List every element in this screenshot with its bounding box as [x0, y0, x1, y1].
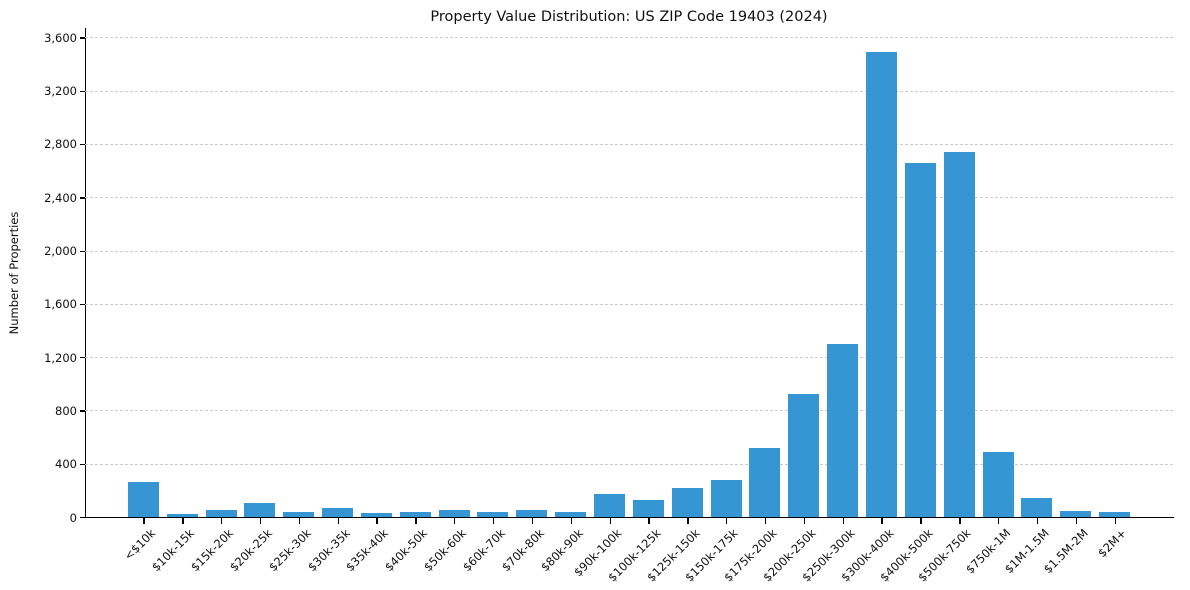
bar: [438, 509, 470, 517]
y-gridline: [85, 463, 1173, 465]
x-tick-mark: [492, 518, 495, 524]
x-tick-mark: [842, 518, 844, 524]
x-tick-mark: [803, 518, 806, 524]
bar: [1099, 511, 1131, 517]
x-tick-mark: [998, 518, 1000, 524]
y-tick-mark: [80, 197, 85, 199]
y-tick-label: 2,400: [44, 190, 77, 205]
x-tick-mark: [298, 518, 301, 524]
x-tick-mark: [221, 518, 223, 524]
bar: [283, 512, 315, 517]
bar: [865, 51, 897, 517]
y-gridline: [85, 250, 1173, 252]
bar: [749, 448, 781, 517]
bar: [360, 513, 392, 517]
y-tick-label: 1,600: [44, 297, 77, 312]
y-tick-mark: [80, 37, 85, 39]
y-gridline: [85, 143, 1173, 145]
bar: [943, 151, 975, 517]
y-gridline: [85, 197, 1173, 199]
y-tick-label: 400: [55, 457, 77, 472]
x-tick-mark: [687, 518, 689, 524]
bar: [594, 494, 625, 517]
y-tick-mark: [80, 303, 85, 306]
x-tick-mark: [764, 518, 767, 524]
x-tick-mark: [920, 518, 922, 524]
bar: [399, 511, 431, 517]
x-tick-mark: [609, 518, 611, 524]
y-tick-mark: [80, 463, 85, 466]
y-tick-mark: [80, 410, 85, 412]
y-tick-label: 2,800: [44, 137, 77, 152]
y-gridline: [85, 410, 1173, 412]
bar: [632, 499, 664, 517]
x-tick-label: <$10k: [121, 526, 159, 563]
y-tick-label: 3,200: [44, 84, 77, 99]
y-gridline: [85, 303, 1173, 305]
bar: [827, 343, 859, 517]
x-tick-mark: [726, 518, 728, 524]
bar: [904, 162, 936, 517]
x-tick-mark: [1075, 518, 1078, 524]
x-tick-mark: [415, 518, 417, 524]
bar: [166, 514, 198, 517]
y-axis-line: [85, 28, 86, 518]
y-tick-mark: [80, 357, 85, 359]
y-tick-mark: [80, 143, 85, 146]
x-tick-mark: [881, 518, 883, 524]
x-tick-mark: [1114, 518, 1116, 524]
bar: [710, 480, 742, 517]
bar: [205, 509, 237, 517]
x-tick-mark: [959, 518, 961, 524]
y-tick-label: 1,200: [44, 350, 77, 365]
x-tick-mark: [570, 518, 573, 524]
chart-title: Property Value Distribution: US ZIP Code…: [430, 9, 828, 25]
x-tick-mark: [454, 518, 456, 524]
bar: [1060, 511, 1092, 517]
y-tick-label: 800: [55, 403, 77, 418]
bar: [555, 511, 587, 517]
y-gridline: [85, 357, 1173, 359]
bar: [322, 508, 354, 517]
bar: [788, 394, 820, 517]
y-gridline: [85, 90, 1173, 92]
bar: [1021, 498, 1053, 517]
y-tick-label: 0: [69, 510, 77, 525]
x-tick-mark: [143, 518, 145, 524]
bar: [516, 510, 548, 517]
bar: [127, 481, 159, 517]
bar: [477, 511, 509, 517]
y-tick-mark: [80, 250, 85, 252]
x-tick-mark: [182, 518, 184, 524]
y-tick-label: 2,000: [44, 244, 77, 258]
x-tick-mark: [1036, 518, 1039, 524]
x-tick-label: $2M+: [1095, 526, 1130, 561]
y-tick-label: 3,600: [44, 30, 77, 45]
x-tick-mark: [648, 518, 650, 524]
bar: [982, 451, 1014, 517]
x-tick-mark: [259, 518, 262, 524]
bar: [244, 503, 276, 517]
x-axis-line: [85, 517, 1174, 519]
y-gridline: [85, 37, 1173, 39]
x-tick-mark: [337, 518, 339, 524]
x-tick-mark: [376, 518, 378, 524]
y-tick-mark: [80, 90, 85, 92]
x-tick-mark: [531, 518, 534, 524]
y-tick-mark: [80, 517, 85, 519]
bar: [671, 487, 703, 517]
